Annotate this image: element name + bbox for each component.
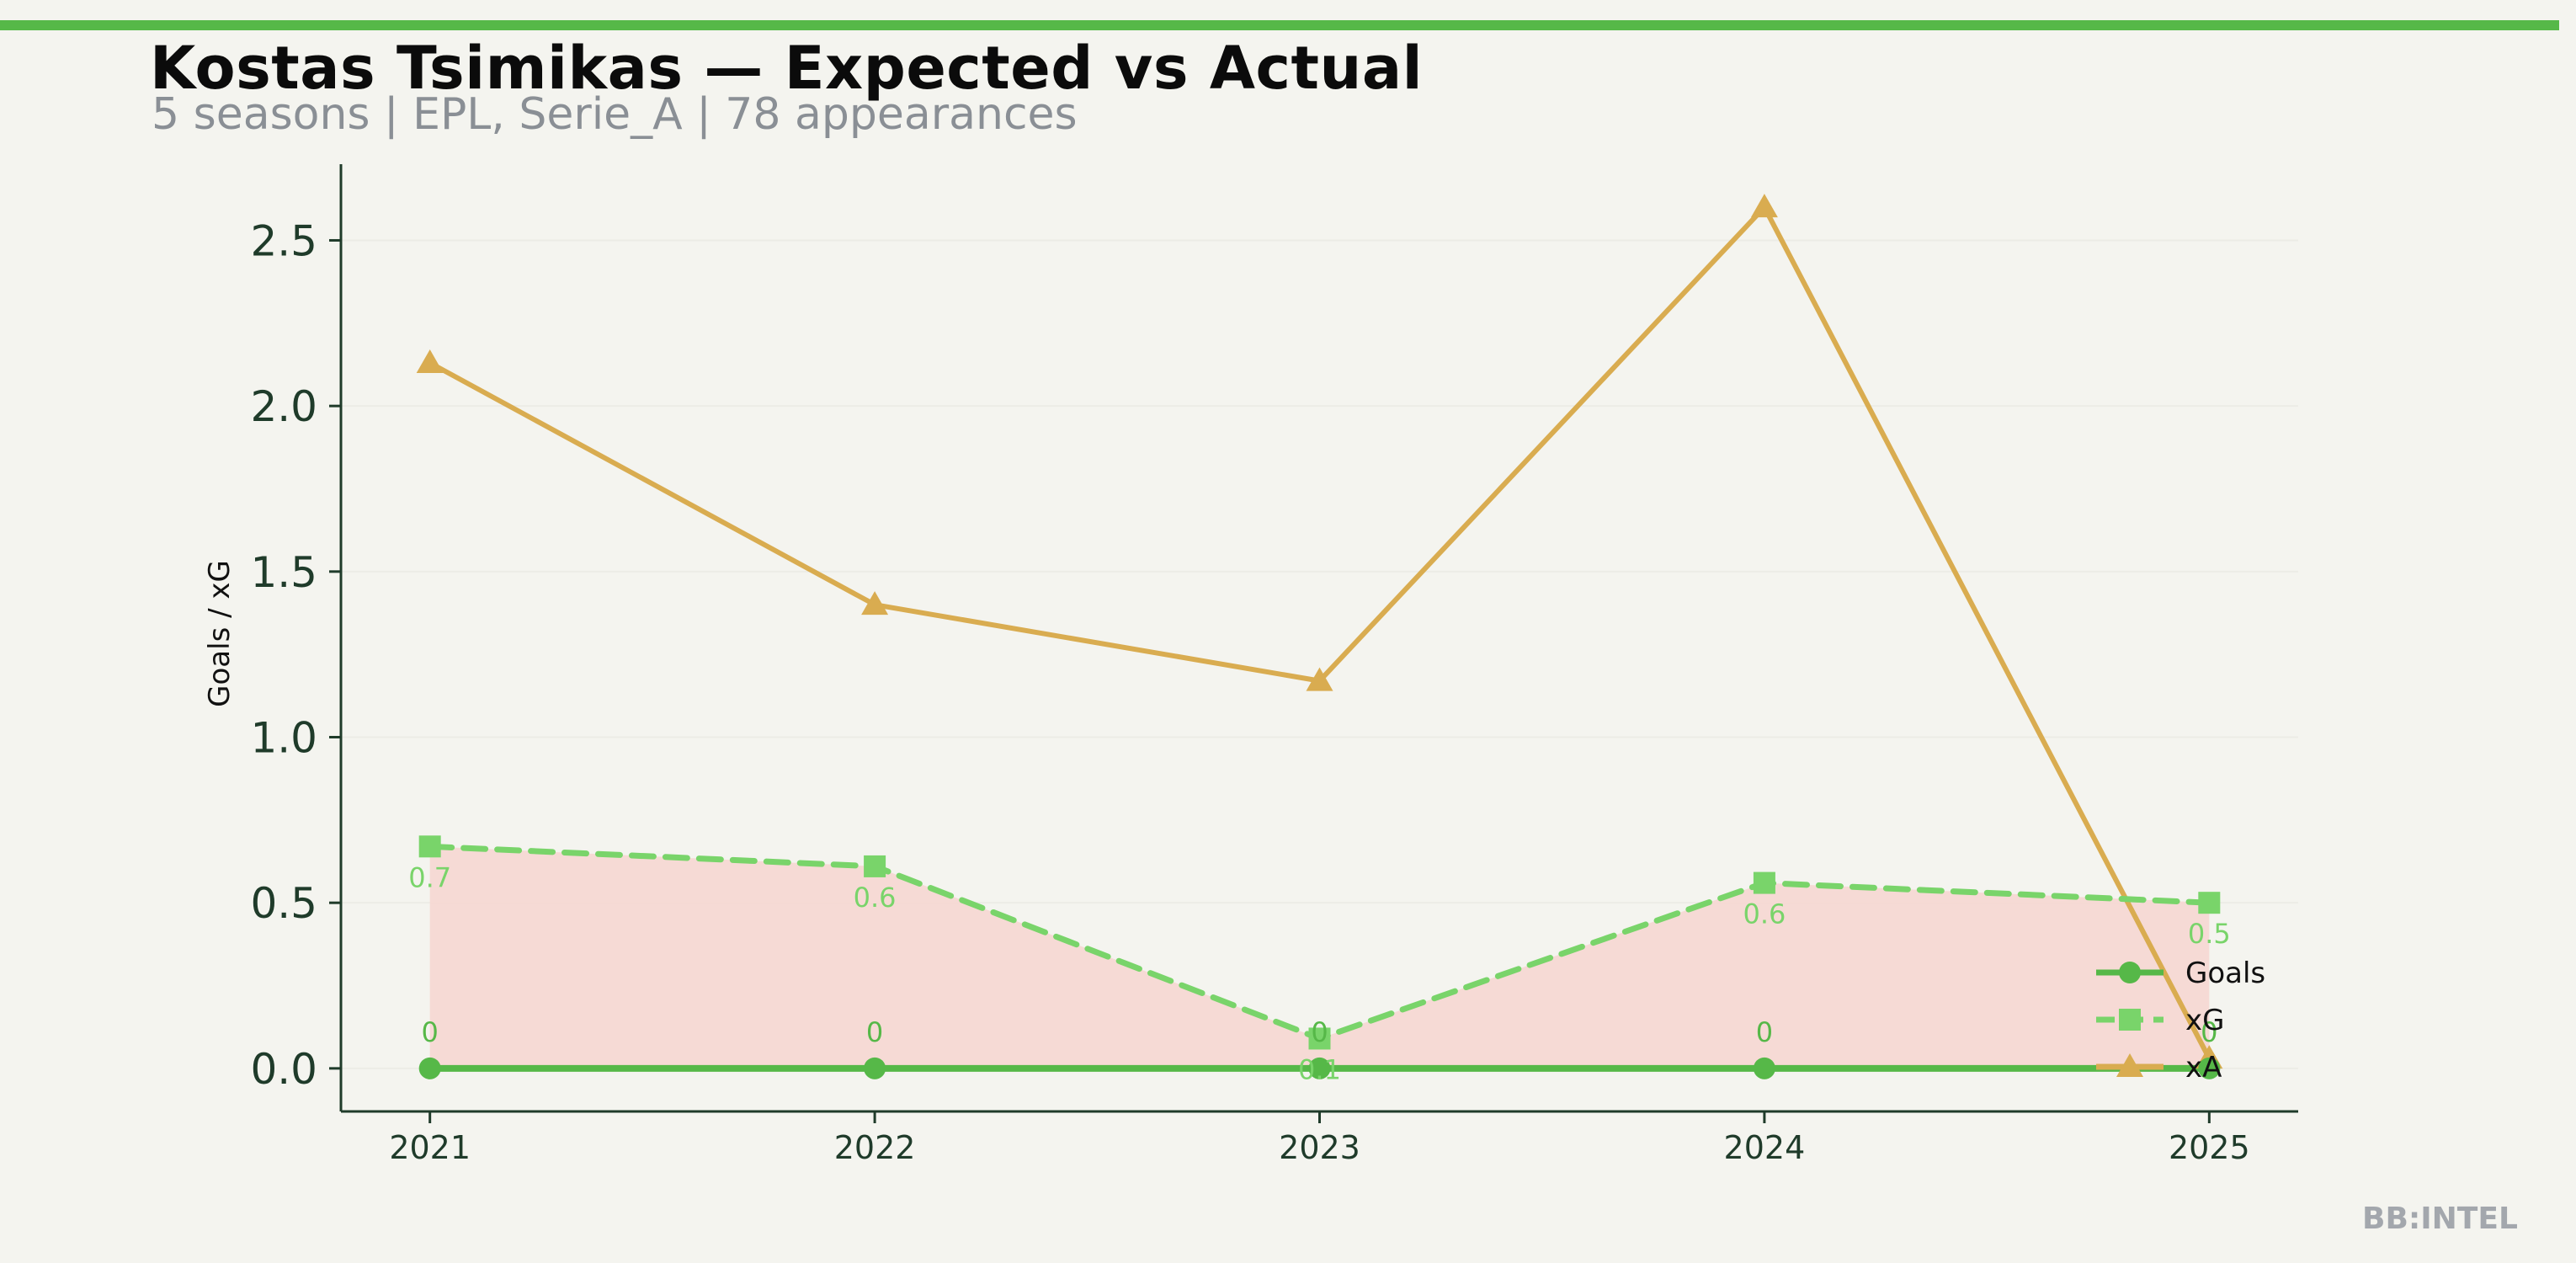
goals-data-label: 0 <box>866 1016 883 1048</box>
xg-data-label: 0.6 <box>1743 898 1786 930</box>
goals-point <box>418 1057 441 1079</box>
x-tick-label: 2022 <box>834 1129 916 1166</box>
xa-point <box>861 591 889 616</box>
axes-layer: 0.0 0.5 1.0 1.5 2.0 2.5 2021 2022 2023 2024 2025 Go… <box>203 164 2298 1166</box>
goals-data-label: 0 <box>1311 1016 1328 1048</box>
xg-data-label: 0.7 <box>408 861 451 893</box>
y-tick-label: 1.0 <box>250 714 317 763</box>
chart-title: Kostas Tsimikas — Expected vs Actual <box>150 34 1424 103</box>
legend-label-goals: Goals <box>2185 957 2265 990</box>
xg-point <box>1308 1027 1331 1050</box>
y-tick-label: 2.0 <box>250 382 317 431</box>
xg-data-label: 0.5 <box>2188 918 2231 950</box>
xa-point <box>416 349 444 374</box>
y-tick-label: 0.0 <box>250 1045 317 1094</box>
series-markers-layer <box>416 194 2223 1079</box>
legend-label-xa: xA <box>2185 1051 2222 1084</box>
x-tick-label: 2024 <box>1724 1129 1806 1166</box>
data-labels-layer: 0 0.7 0 0.6 0 0.1 0 0.6 0 0.5 <box>408 861 2231 1085</box>
xg-point <box>2198 892 2221 914</box>
xg-goals-gap-area <box>429 846 2210 1068</box>
x-tick-label: 2025 <box>2169 1129 2250 1166</box>
xg-point <box>1753 871 1775 894</box>
x-tick-label: 2021 <box>389 1129 471 1166</box>
xg-point <box>418 835 441 858</box>
goals-point <box>1753 1057 1775 1079</box>
y-axis-title: Goals / xG <box>203 560 237 707</box>
goals-point <box>864 1057 886 1079</box>
goals-data-label: 0 <box>422 1016 439 1048</box>
goals-point <box>2198 1057 2221 1079</box>
y-tick-label: 0.5 <box>250 879 317 928</box>
x-tick-label: 2023 <box>1279 1129 1360 1166</box>
goals-point <box>1308 1057 1331 1079</box>
legend-marker-goals <box>2119 962 2141 983</box>
brand-watermark: BB:INTEL <box>2362 1202 2518 1236</box>
fill-area-layer <box>429 846 2210 1068</box>
legend-marker-xg <box>2119 1009 2141 1031</box>
legend-marker-xa <box>2116 1053 2143 1077</box>
legend-label-xg: xG <box>2185 1004 2224 1037</box>
y-tick-label: 2.5 <box>250 216 317 265</box>
goals-data-label: 0 <box>1756 1016 1773 1048</box>
xg-data-label: 0.1 <box>1298 1053 1341 1085</box>
y-tick-label: 1.5 <box>250 548 317 597</box>
chart-subtitle: 5 seasons | EPL, Serie_A | 78 appearance… <box>152 89 1078 140</box>
xg-point <box>864 855 886 877</box>
xa-point <box>1750 194 1778 218</box>
xg-data-label: 0.6 <box>854 882 897 914</box>
xa-point <box>1306 667 1333 691</box>
legend: Goals xG xA <box>2096 957 2265 1084</box>
goals-data-label: 0 <box>2201 1016 2217 1048</box>
accent-bar <box>0 20 2559 30</box>
